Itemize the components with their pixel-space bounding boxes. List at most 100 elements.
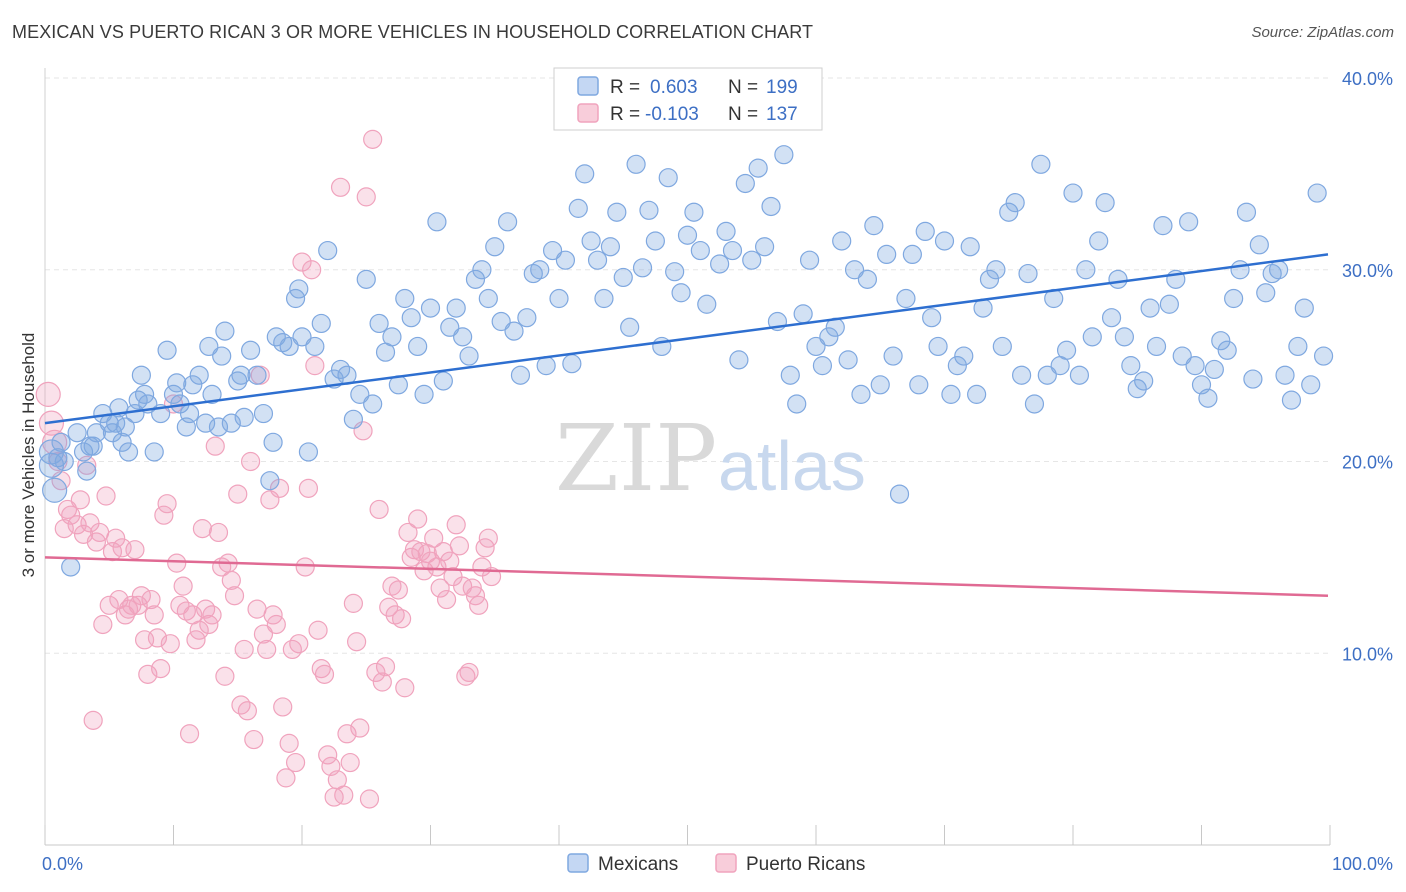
mexican-point-39 — [208, 417, 229, 437]
axes — [44, 68, 1331, 846]
puerto-rican-point-28 — [131, 586, 151, 606]
mexican-point-185 — [1121, 356, 1141, 376]
puerto-rican-point-100 — [363, 129, 383, 149]
puerto-rican-point-81 — [302, 260, 322, 280]
legend-r-value-2: -0.103 — [645, 104, 699, 125]
mexican-point-187 — [1134, 371, 1154, 391]
mexican-point-58 — [305, 336, 325, 357]
puerto-rican-point-95 — [347, 632, 367, 652]
mexican-point-100 — [575, 164, 595, 184]
mexican-point-129 — [761, 196, 781, 217]
mexican-point-66 — [356, 269, 376, 289]
puerto-rican-point-123 — [436, 589, 457, 610]
mexican-point-50 — [263, 432, 283, 452]
mexican-point-182 — [1101, 308, 1122, 328]
mexican-point-181 — [1095, 193, 1115, 213]
puerto-rican-point-50 — [202, 605, 222, 625]
puerto-rican-point-119 — [424, 528, 444, 548]
puerto-rican-point-63 — [244, 729, 264, 750]
puerto-rican-point-77 — [289, 634, 309, 654]
mexican-point-172 — [1037, 365, 1057, 385]
mexican-point-201 — [1224, 288, 1244, 309]
mexican-point-2 — [42, 477, 68, 503]
mexican-point-211 — [1288, 336, 1308, 357]
mexican-point-143 — [851, 384, 871, 404]
puerto-rican-point-41 — [173, 576, 193, 596]
mexican-point-159 — [954, 346, 974, 366]
mexican-point-113 — [658, 168, 678, 188]
puerto-rican-point-112 — [401, 547, 421, 567]
mexican-point-55 — [289, 279, 309, 299]
puerto-rican-point-12 — [80, 513, 100, 533]
mexican-point-127 — [748, 158, 768, 178]
x-tick-label-1: 100.0% — [1332, 854, 1393, 874]
mexican-point-67 — [363, 394, 383, 414]
mexican-point-80 — [446, 298, 466, 318]
mexican-point-213 — [1301, 375, 1321, 395]
puerto-rican-point-0 — [35, 381, 61, 407]
legend-n-value-2: 137 — [766, 104, 798, 125]
puerto-rican-point-34 — [151, 658, 171, 679]
legend-swatch-mexicans — [577, 76, 599, 96]
series-legend-swatch-mexicans — [567, 853, 589, 873]
mexican-point-124 — [729, 350, 749, 370]
mexican-point-33 — [179, 403, 200, 424]
mexican-point-191 — [1159, 294, 1179, 314]
mexican-point-158 — [947, 356, 967, 376]
puerto-rican-point-31 — [141, 589, 161, 610]
puerto-rican-point-83 — [308, 620, 328, 640]
mexican-point-60 — [318, 240, 338, 261]
puerto-rican-point-94 — [343, 593, 363, 613]
mexican-point-41 — [215, 321, 235, 341]
puerto-rican-point-25 — [122, 595, 142, 615]
mexican-point-178 — [1076, 260, 1096, 280]
y-tick-label-0: 10.0% — [1342, 644, 1393, 664]
legend-n-value-1: 199 — [766, 77, 798, 98]
puerto-rican-point-111 — [398, 522, 418, 543]
puerto-rican-point-72 — [273, 697, 293, 717]
puerto-rican-point-62 — [241, 451, 261, 472]
mexican-point-177 — [1069, 365, 1090, 385]
mexican-point-46 — [241, 340, 261, 360]
source-label: Source: ZipAtlas.com — [1251, 24, 1394, 41]
puerto-rican-point-47 — [192, 519, 213, 539]
puerto-rican-point-37 — [160, 634, 180, 654]
legend-r-value-1: 0.603 — [650, 77, 698, 98]
mexican-points — [38, 91, 1334, 577]
mexican-point-77 — [427, 212, 447, 232]
puerto-rican-point-61 — [237, 701, 257, 721]
puerto-rican-point-84 — [311, 658, 331, 679]
mexican-point-125 — [735, 173, 755, 194]
puerto-rican-point-96 — [350, 718, 370, 738]
legend-r-label-1: R = — [610, 77, 640, 98]
mexican-point-132 — [780, 365, 800, 385]
mexican-point-75 — [414, 384, 434, 404]
mexican-point-73 — [401, 308, 421, 328]
puerto-rican-point-136 — [478, 528, 498, 548]
mexican-point-105 — [607, 202, 627, 222]
mexican-point-9 — [77, 461, 97, 481]
mexican-point-166 — [999, 202, 1019, 222]
mexican-point-93 — [530, 260, 550, 280]
puerto-rican-point-105 — [379, 597, 399, 617]
mexican-point-134 — [793, 304, 813, 324]
mexican-point-91 — [517, 308, 537, 328]
series-legend: Mexicans Puerto Ricans — [567, 853, 865, 875]
mexican-point-164 — [986, 260, 1006, 280]
watermark-atlas: atlas — [718, 427, 866, 505]
mexican-point-89 — [504, 321, 524, 341]
mexican-point-72 — [395, 288, 415, 309]
puerto-rican-point-26 — [125, 540, 145, 560]
mexican-point-74 — [408, 336, 428, 357]
puerto-rican-point-114 — [408, 509, 428, 529]
puerto-rican-point-104 — [375, 657, 396, 677]
puerto-rican-point-56 — [221, 570, 241, 590]
mexican-point-110 — [639, 200, 659, 220]
mexican-point-157 — [941, 384, 961, 404]
mexican-point-68 — [369, 313, 389, 334]
puerto-rican-point-79 — [295, 557, 315, 577]
mexican-point-45 — [234, 407, 254, 427]
trend-lines — [44, 253, 1329, 597]
mexican-point-148 — [883, 346, 903, 366]
mexican-point-135 — [799, 250, 820, 270]
